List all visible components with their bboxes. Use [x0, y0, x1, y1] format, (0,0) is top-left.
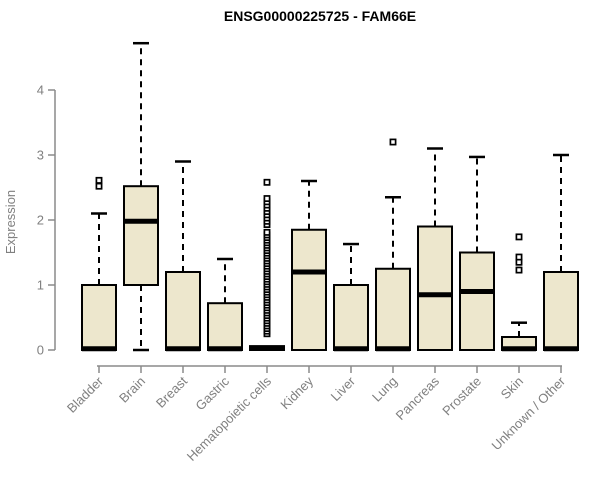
outlier-point	[515, 266, 523, 274]
y-tick-label: 0	[37, 343, 44, 358]
chart-title: ENSG00000225725 - FAM66E	[224, 8, 416, 24]
y-tick-label: 4	[37, 83, 44, 98]
outlier-point	[95, 176, 103, 184]
y-axis: 0 1 2 3 4	[37, 83, 56, 358]
x-axis-label: Gastric	[192, 373, 232, 413]
outlier-point	[263, 178, 271, 186]
box-skin	[501, 233, 537, 352]
x-axis-label: Prostate	[439, 374, 484, 419]
box-rect	[81, 284, 117, 351]
box-lung	[375, 138, 411, 352]
outlier-point	[95, 182, 103, 190]
box-rect	[459, 251, 495, 351]
box-gastric	[207, 257, 243, 352]
y-tick-label: 2	[37, 213, 44, 228]
box-rect	[375, 267, 411, 351]
box-bladder	[81, 176, 117, 352]
box-prostate	[459, 155, 495, 351]
x-axis-label: Kidney	[277, 373, 316, 412]
x-axis-label: Liver	[328, 373, 359, 404]
outlier-point	[515, 233, 523, 241]
outlier-point	[389, 138, 397, 146]
box-rect	[207, 302, 243, 352]
box-hematopoietic-cells	[249, 178, 285, 352]
box-brain	[123, 41, 159, 352]
x-axis-label: Lung	[369, 374, 400, 405]
box-unknown-other	[543, 153, 579, 352]
box-kidney	[291, 179, 327, 351]
box-rect	[333, 284, 369, 351]
box-rect	[291, 228, 327, 351]
outlier-point	[515, 253, 523, 261]
x-axis-label: Unknown / Other	[489, 373, 569, 453]
x-axis-label: Skin	[498, 374, 526, 402]
y-tick-label: 3	[37, 148, 44, 163]
box-rect	[123, 185, 159, 286]
y-axis-title: Expression	[3, 190, 18, 254]
box-rect	[543, 271, 579, 351]
box-pancreas	[417, 147, 453, 351]
box-liver	[333, 242, 369, 352]
box-rect	[417, 225, 453, 351]
box-breast	[165, 160, 201, 352]
x-axis-label: Breast	[153, 373, 190, 410]
outlier-point	[263, 228, 271, 236]
boxes-layer	[81, 41, 579, 352]
outlier-point	[263, 195, 271, 202]
y-tick-label: 1	[37, 278, 44, 293]
x-axis-label: Bladder	[64, 373, 107, 416]
x-axis-label: Pancreas	[393, 373, 443, 423]
x-axis-label: Brain	[116, 374, 148, 406]
box-rect	[165, 271, 201, 351]
